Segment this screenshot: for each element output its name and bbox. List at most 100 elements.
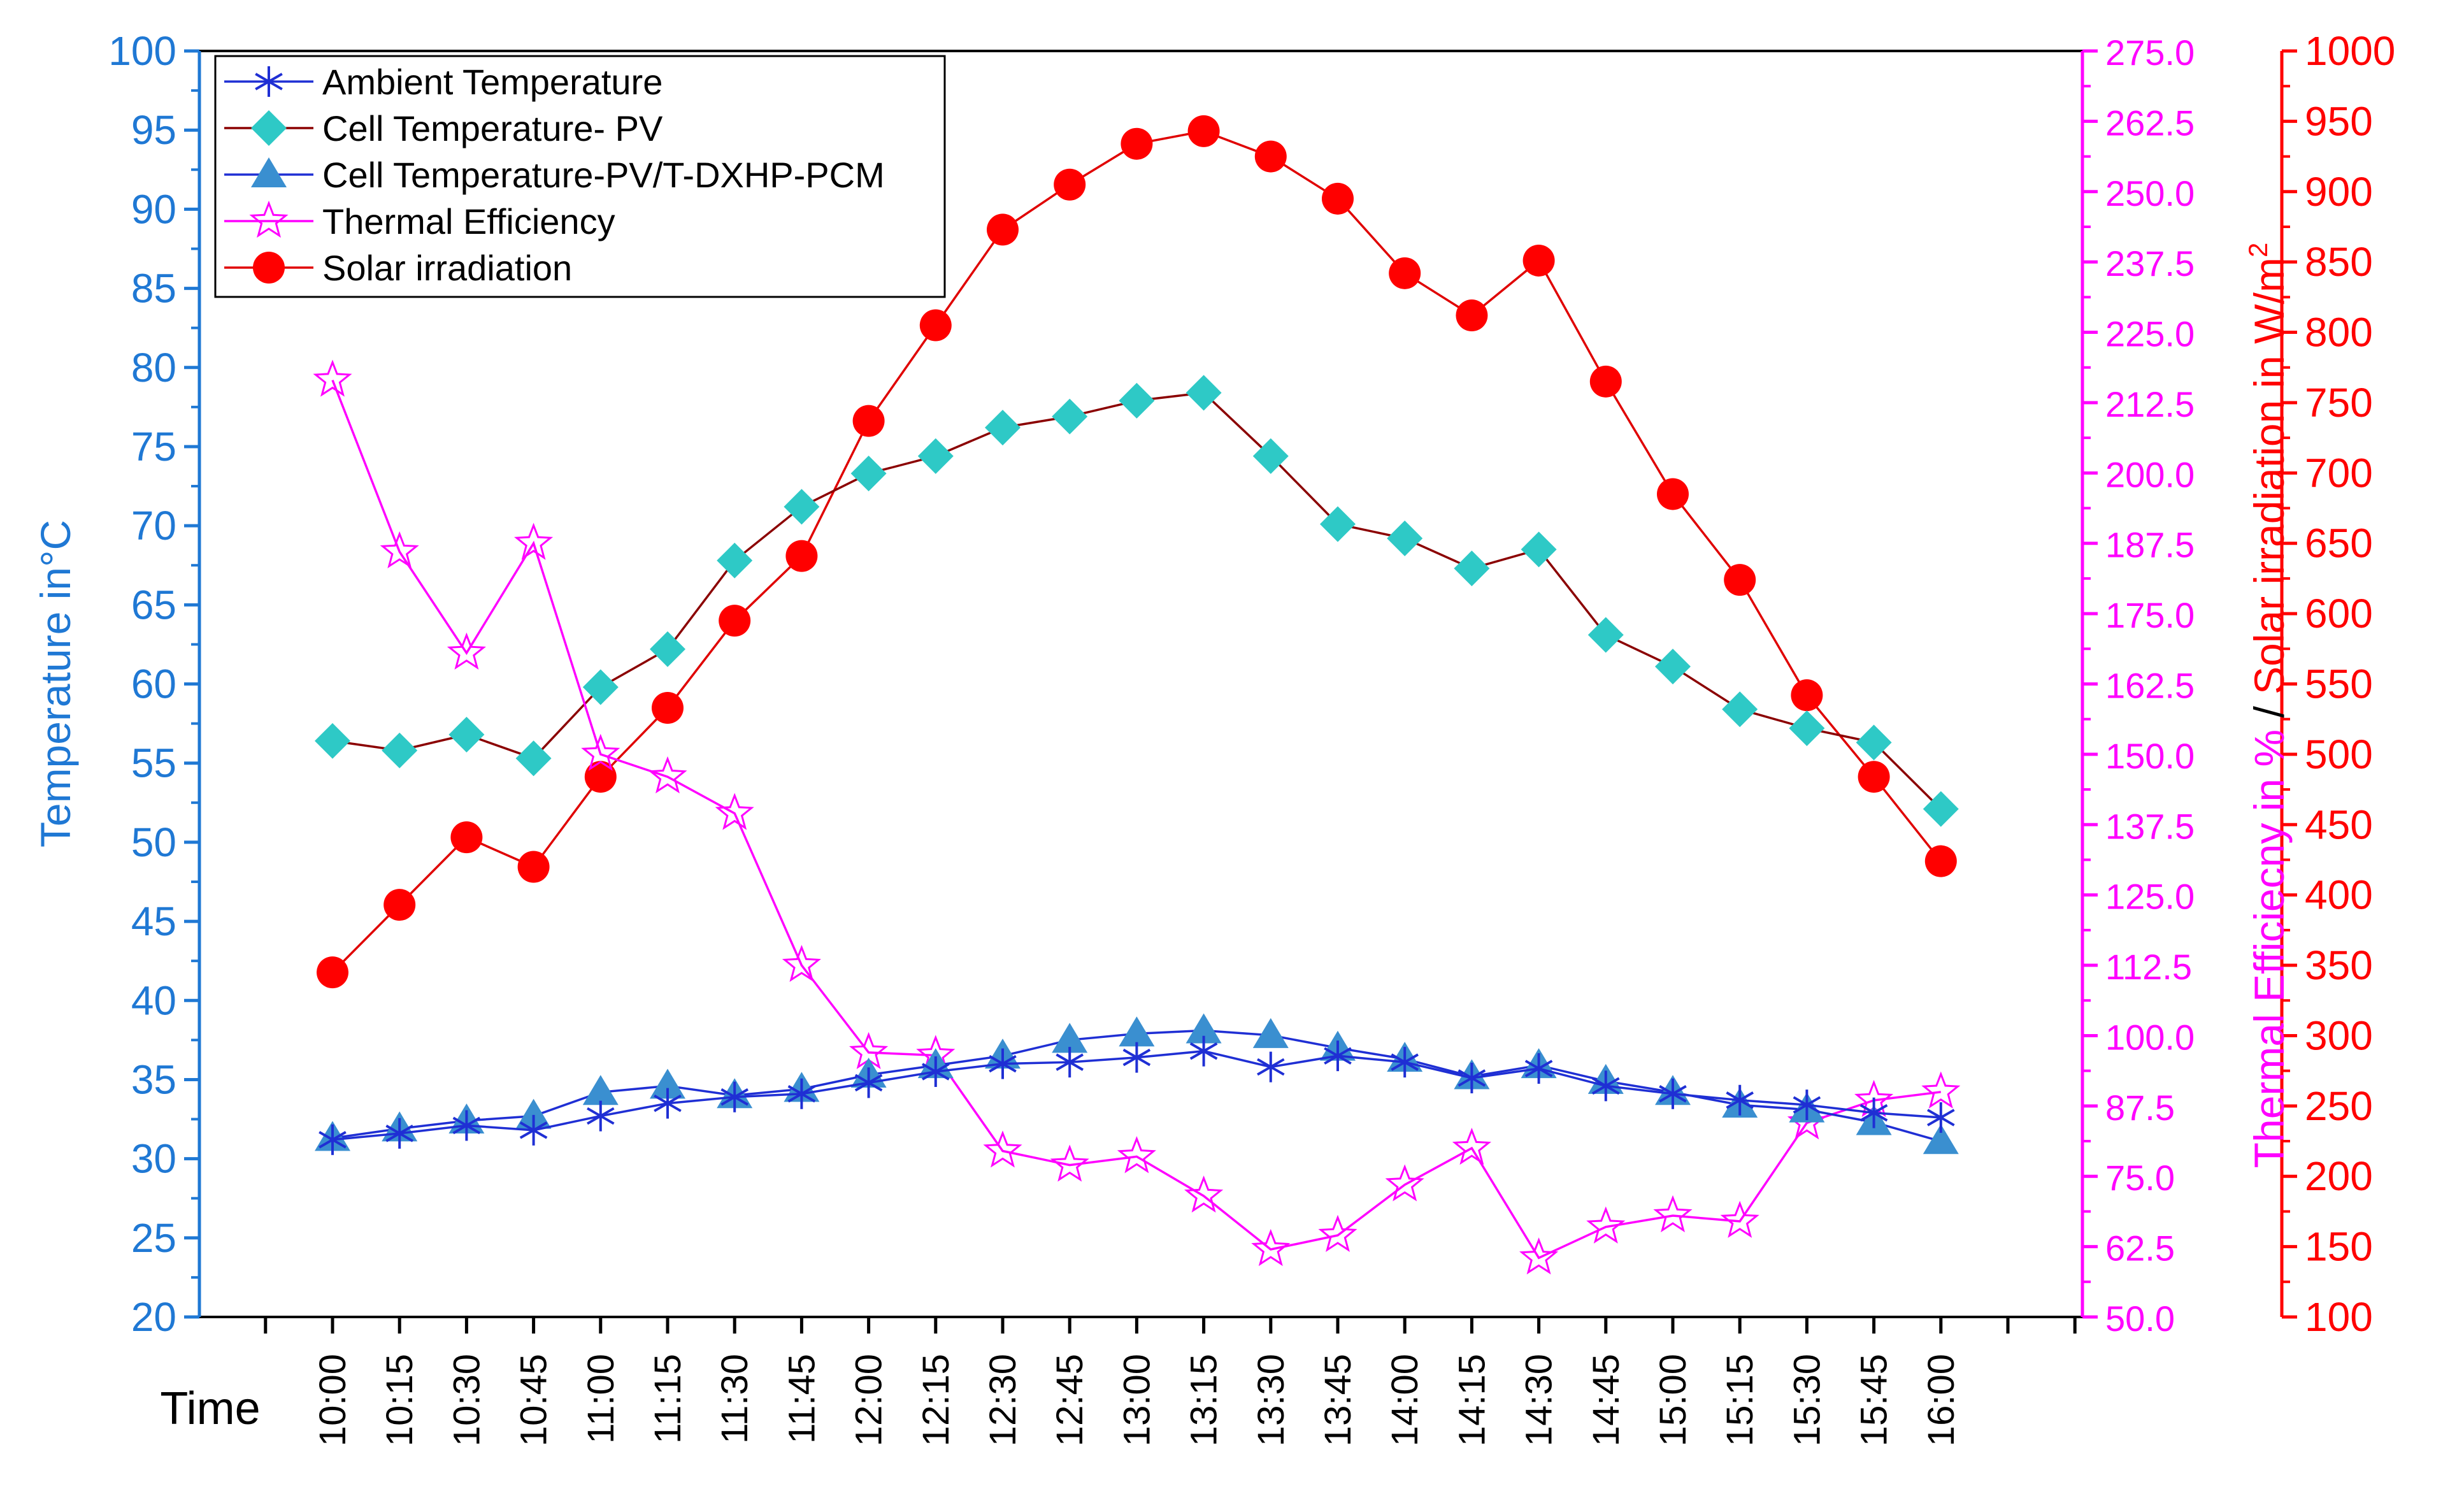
legend-entry: Solar irradiation	[224, 248, 572, 288]
data-point	[1252, 438, 1289, 474]
middle-axis-tick-label: 237.5	[2105, 243, 2195, 284]
legend-label: Thermal Efficiency	[322, 201, 615, 241]
data-point	[1657, 478, 1689, 510]
middle-axis-tick-label: 162.5	[2105, 666, 2195, 706]
data-point	[1324, 1040, 1352, 1072]
data-point	[1052, 398, 1088, 435]
x-tick-label: 14:30	[1519, 1354, 1560, 1446]
data-point	[582, 669, 619, 705]
right-axis-title-sup: 2	[2243, 243, 2273, 257]
left-axis-tick-label: 30	[131, 1136, 176, 1182]
data-point	[1927, 1102, 1955, 1133]
legend-entry: Cell Temperature- PV	[224, 108, 663, 148]
data-point	[719, 605, 751, 637]
right-axis-tick-label: 700	[2305, 450, 2373, 496]
series-line	[332, 391, 1942, 810]
middle-axis: 50.0 62.5 75.0 87.5 100.0 112.5 125.0 137.5 150.…	[2081, 32, 2195, 1339]
data-point	[1185, 375, 1222, 411]
legend-label: Cell Temperature-PV/T-DXHP-PCM	[322, 155, 885, 195]
data-point	[1122, 1042, 1151, 1073]
data-point	[919, 309, 952, 342]
data-point	[1859, 1097, 1888, 1128]
data-point	[1251, 1228, 1291, 1267]
data-point	[313, 359, 352, 397]
data-point	[1659, 1078, 1687, 1109]
left-axis-tick-label: 75	[131, 424, 176, 470]
data-point	[787, 1078, 816, 1109]
axis-titles: Temperature in°C Thermal Efficiecny in % …	[32, 243, 2293, 1434]
data-point	[1054, 168, 1086, 201]
data-point	[1187, 115, 1220, 147]
x-tick-label: 13:30	[1250, 1354, 1292, 1446]
data-point	[1389, 257, 1421, 289]
data-point	[850, 456, 887, 492]
x-tick-label: 13:45	[1317, 1354, 1359, 1446]
data-point	[1791, 679, 1823, 712]
data-point	[581, 733, 620, 771]
data-point	[1189, 1035, 1218, 1067]
right-axis-tick-label: 650	[2305, 521, 2373, 566]
data-point	[514, 522, 554, 560]
middle-axis-tick-label: 125.0	[2105, 877, 2195, 917]
data-point	[782, 944, 821, 982]
x-tick-label: 12:00	[849, 1354, 890, 1446]
middle-axis-title: Thermal Efficiecny in %	[2246, 718, 2293, 1169]
x-axis-title: Time	[160, 1383, 260, 1434]
left-axis-tick-label: 40	[131, 977, 176, 1023]
data-point	[315, 723, 350, 759]
data-point	[519, 1114, 548, 1146]
data-point	[1121, 127, 1153, 160]
right-axis-tick-label: 300	[2305, 1012, 2373, 1058]
x-tick-label: 11:00	[580, 1354, 622, 1444]
data-point	[1452, 1127, 1491, 1165]
x-tick-label: 11:30	[714, 1354, 756, 1444]
left-axis-title: Temperature in°C	[32, 520, 79, 847]
data-point	[1257, 1051, 1285, 1082]
data-point	[989, 1048, 1017, 1079]
right-axis-tick-label: 850	[2305, 239, 2373, 285]
data-point	[852, 405, 885, 437]
data-point	[1322, 182, 1354, 215]
x-tick-label: 15:30	[1786, 1354, 1828, 1446]
left-axis-tick-label: 95	[131, 107, 176, 153]
data-point	[447, 632, 486, 670]
data-point	[1318, 1214, 1357, 1252]
data-point	[584, 761, 617, 793]
right-axis-title-text: Solar irradiation in W/m	[2246, 257, 2293, 694]
legend-marker	[253, 252, 285, 284]
data-point	[1726, 1084, 1754, 1116]
x-tick-label: 11:15	[647, 1354, 689, 1444]
left-axis-tick-label: 20	[131, 1294, 176, 1340]
data-point	[1653, 1195, 1693, 1233]
right-axis-tick-label: 400	[2305, 872, 2373, 918]
middle-axis-tick-label: 50.0	[2105, 1298, 2175, 1339]
x-tick-label: 14:15	[1451, 1354, 1493, 1446]
x-tick-label: 15:15	[1719, 1354, 1761, 1446]
x-tick-label: 10:00	[312, 1354, 354, 1446]
data-point	[1052, 1023, 1088, 1053]
data-point	[383, 889, 416, 921]
x-tick-label: 13:00	[1116, 1354, 1157, 1446]
data-point	[854, 1067, 883, 1098]
left-axis-tick-label: 50	[131, 819, 176, 865]
data-point	[1117, 1136, 1156, 1174]
data-point	[1720, 1200, 1759, 1238]
data-point	[1722, 691, 1758, 728]
middle-axis-tick-label: 225.0	[2105, 314, 2195, 354]
data-point	[1185, 1013, 1222, 1044]
left-axis-tick-label: 90	[131, 186, 176, 232]
right-axis-tick-label: 500	[2305, 731, 2373, 777]
left-axis-tick-label: 35	[131, 1056, 176, 1102]
data-point	[650, 1068, 685, 1099]
data-point	[717, 542, 753, 579]
x-tick-label: 10:15	[379, 1354, 420, 1446]
data-point	[319, 1124, 347, 1155]
middle-axis-tick-label: 112.5	[2105, 947, 2192, 987]
right-axis-title: Thermal Efficiecny in % / Solar irradiat…	[2243, 243, 2293, 1169]
data-point	[715, 793, 754, 830]
data-point	[380, 531, 419, 568]
data-point	[1655, 649, 1691, 685]
x-tick-label: 10:30	[446, 1354, 487, 1446]
left-axis-tick-label: 55	[131, 740, 176, 786]
